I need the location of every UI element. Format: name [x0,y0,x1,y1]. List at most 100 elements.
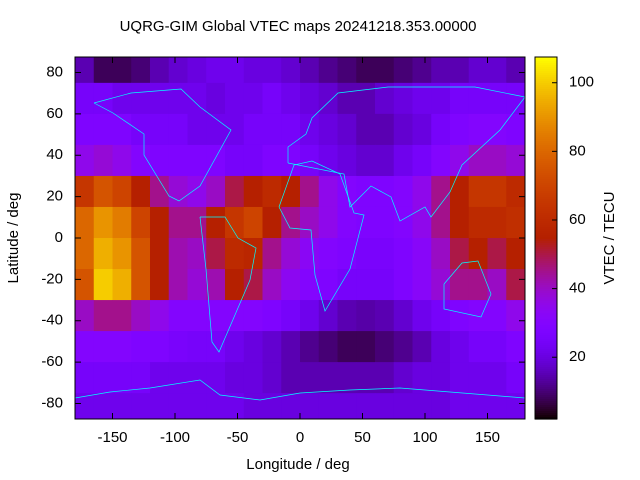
heatmap-cell [468,269,488,301]
heatmap-cell [393,206,413,239]
heatmap-cell [318,393,338,419]
coastline [75,379,525,401]
heatmap-cell [243,269,263,301]
heatmap-cell [93,393,113,419]
x-tick-label: -50 [227,429,249,446]
heatmap-cell [356,175,376,208]
y-tick-label: -80 [41,394,63,411]
heatmap-cell [450,269,470,301]
heatmap-cell [187,362,207,394]
heatmap-cell [112,300,132,332]
heatmap-cell [300,206,320,239]
heatmap-cell [187,113,207,146]
y-tick-label: -60 [41,353,63,370]
heatmap-cell [393,113,413,146]
heatmap-cell [468,57,488,84]
heatmap-cell [131,300,151,332]
heatmap-cell [243,331,263,363]
heatmap-cell [262,362,282,394]
heatmap-cell [112,175,132,208]
heatmap-cell [187,300,207,332]
heatmap-cell [131,113,151,146]
heatmap-cell [375,362,395,394]
heatmap-cell [93,300,113,332]
chart-title: UQRG-GIM Global VTEC maps 20241218.353.0… [120,18,477,35]
heatmap-cell [150,82,170,115]
heatmap-cell [131,206,151,239]
heatmap-cell [356,238,376,270]
heatmap-cell [450,57,470,84]
heatmap-cell [75,82,95,115]
heatmap-cell [243,393,263,419]
heatmap-cell [75,269,95,301]
heatmap-cell [318,57,338,84]
heatmap-cell [356,393,376,419]
heatmap-cell [412,206,432,239]
heatmap-cell [375,206,395,239]
heatmap-cell [375,175,395,208]
heatmap-cell [337,57,357,84]
heatmap-cell [93,113,113,146]
heatmap-cell [487,238,507,270]
heatmap-cell [187,57,207,84]
heatmap-cell [375,331,395,363]
heatmap-cell [206,362,226,394]
y-tick-label: 60 [46,105,63,122]
y-tick-label: 80 [46,63,63,80]
heatmap-cell [131,331,151,363]
heatmap-cell [75,113,95,146]
coastline [278,160,365,312]
heatmap-cell [450,393,470,419]
heatmap-cell [225,269,245,301]
heatmap-cell [412,144,432,177]
heatmap-cell [300,82,320,115]
heatmap-cell [487,362,507,394]
heatmap-cell [281,144,301,177]
heatmap-cell [506,238,525,270]
heatmap-cell [468,300,488,332]
heatmap-cell [243,238,263,270]
heatmap-cell [356,206,376,239]
heatmap-cell [281,57,301,84]
heatmap-cell [150,57,170,84]
colorbar-tick-label: 60 [569,211,586,228]
heatmap-cell [131,362,151,394]
heatmap-cell [393,269,413,301]
coastline [443,260,492,318]
heatmap-cell [337,82,357,115]
heatmap-cell [75,238,95,270]
coastline [93,88,232,202]
heatmap-cell [112,144,132,177]
heatmap-cell [300,393,320,419]
heatmap-cell [168,82,188,115]
heatmap-cell [375,238,395,270]
heatmap-cell [468,331,488,363]
heatmap-cell [112,362,132,394]
colorbar-tick-label: 40 [569,280,586,297]
heatmap-cell [150,206,170,239]
heatmap-cell [300,57,320,84]
heatmap-cell [318,82,338,115]
heatmap-cell [112,238,132,270]
heatmap-cell [356,82,376,115]
heatmap-cell [281,393,301,419]
heatmap-cell [262,175,282,208]
heatmap-cell [318,175,338,208]
heatmap-cell [93,57,113,84]
heatmap-cell [225,362,245,394]
heatmap-cell [431,144,451,177]
heatmap-cell [506,144,525,177]
heatmap-cell [112,331,132,363]
heatmap-cell [431,393,451,419]
x-tick-label: 50 [354,429,371,446]
heatmap-cell [131,57,151,84]
heatmap-cell [243,144,263,177]
heatmap-cell [150,269,170,301]
heatmap-cell [225,175,245,208]
heatmap-cell [150,362,170,394]
heatmap-cell [318,362,338,394]
coastline [199,216,257,353]
heatmap-cell [281,113,301,146]
heatmap-cell [487,300,507,332]
